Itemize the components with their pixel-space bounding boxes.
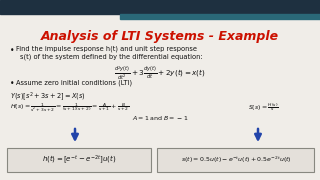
Text: •: • — [10, 46, 14, 55]
Text: $\frac{d^2y(t)}{dt^2} + 3\frac{dy(t)}{dt} + 2y(t) = x(t)$: $\frac{d^2y(t)}{dt^2} + 3\frac{dy(t)}{dt… — [114, 64, 206, 82]
Text: $A = 1\;\mathrm{and}\;B = -1$: $A = 1\;\mathrm{and}\;B = -1$ — [132, 114, 188, 122]
Text: $h(t) = \left[e^{-t} - e^{-2t}\right]u(t)$: $h(t) = \left[e^{-t} - e^{-2t}\right]u(t… — [42, 154, 116, 166]
Text: $Y(s)[s^2 + 3s + 2] = X(s)$: $Y(s)[s^2 + 3s + 2] = X(s)$ — [10, 90, 86, 103]
Text: $S(s) = \frac{H(s)}{s}$: $S(s) = \frac{H(s)}{s}$ — [248, 101, 279, 113]
Text: •: • — [10, 79, 14, 88]
Text: Find the impulse response h(t) and unit step response: Find the impulse response h(t) and unit … — [16, 46, 197, 53]
Bar — [120, 14, 320, 19]
Text: Assume zero initial conditions (LTI): Assume zero initial conditions (LTI) — [16, 79, 132, 85]
FancyBboxPatch shape — [157, 148, 314, 172]
Text: $H(s) = \frac{1}{s^2+3s+2} = \frac{1}{(s+1)(s+2)} = \frac{A}{s+1}+\frac{B}{s+2}$: $H(s) = \frac{1}{s^2+3s+2} = \frac{1}{(s… — [10, 101, 130, 114]
Text: $s(t) = 0.5u(t) - e^{-t}u(t) + 0.5e^{-2t}u(t)$: $s(t) = 0.5u(t) - e^{-t}u(t) + 0.5e^{-2t… — [180, 155, 292, 165]
FancyBboxPatch shape — [7, 148, 151, 172]
Text: s(t) of the system defined by the differential equation:: s(t) of the system defined by the differ… — [20, 54, 203, 60]
Text: Analysis of LTI Systems - Example: Analysis of LTI Systems - Example — [41, 30, 279, 43]
Bar — [0, 0, 320, 14]
